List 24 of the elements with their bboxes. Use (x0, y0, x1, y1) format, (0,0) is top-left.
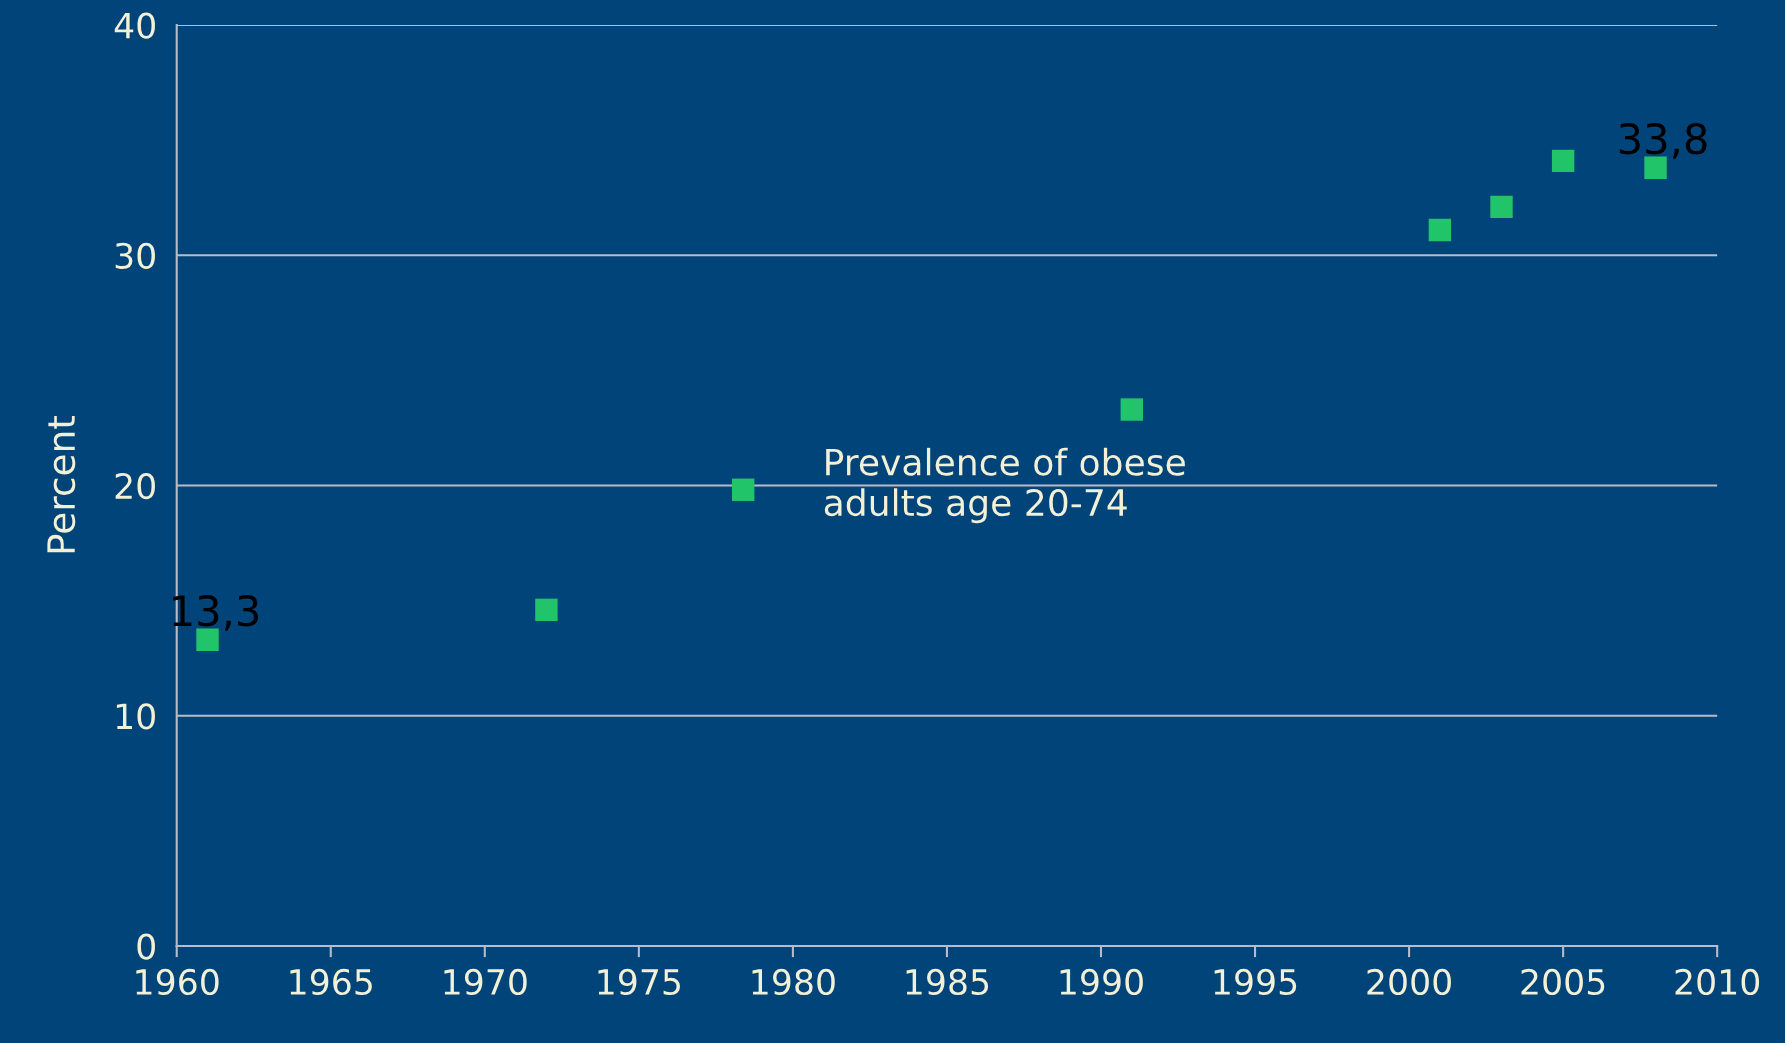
x-tick-label: 1985 (906, 968, 989, 996)
y-tick-label: 20 (115, 472, 155, 500)
x-tick-label: 1990 (1060, 968, 1143, 996)
y-axis-title: Percent (47, 415, 76, 553)
point (1490, 195, 1513, 219)
data-label: 33,8 (1619, 122, 1707, 159)
x-tick-label: 1965 (290, 968, 372, 996)
point (1551, 149, 1575, 173)
y-tick-label: 30 (115, 242, 155, 269)
point (1428, 218, 1452, 242)
point (1120, 398, 1143, 421)
x-tick-label: 1995 (1214, 968, 1297, 996)
x-tick-label: 1970 (444, 968, 527, 996)
legend-label: Prevalence of obese adults age 20-74 (824, 447, 1185, 524)
x-tick-label: 2010 (1675, 968, 1760, 996)
y-tick-label: 10 (116, 703, 155, 730)
y-tick-label: 0 (137, 933, 155, 960)
y-tick-label: 40 (114, 12, 155, 39)
x-tick-label: 2000 (1367, 968, 1451, 996)
x-tick-label: 1960 (136, 968, 219, 996)
point (535, 598, 558, 622)
x-tick-label: 1980 (752, 968, 835, 996)
x-tick-label: 2005 (1521, 968, 1605, 996)
x-tick-label: 1975 (598, 968, 680, 996)
